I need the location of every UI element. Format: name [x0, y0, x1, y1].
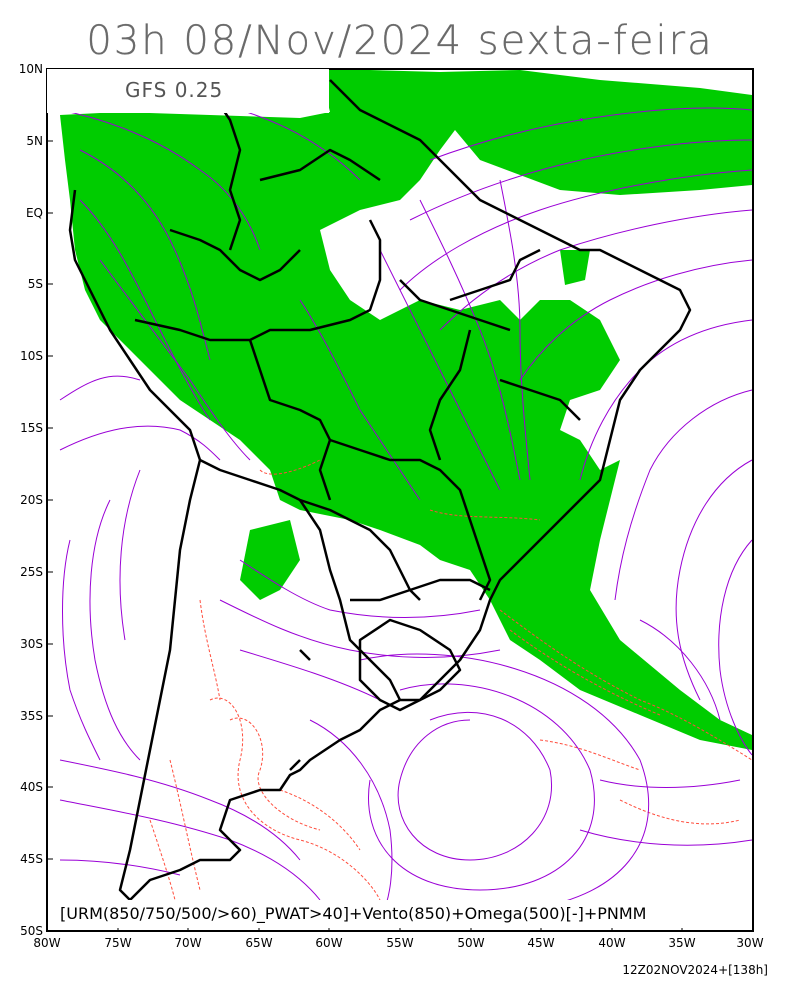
moisture-field	[60, 70, 752, 750]
lon-label: 60W	[315, 936, 342, 950]
lon-label: 30W	[736, 936, 763, 950]
longitude-labels: 80W 75W 70W 65W 60W 55W 50W 45W 40W 35W …	[33, 936, 763, 950]
model-label: GFS 0.25	[125, 78, 224, 102]
lat-label: 40S	[20, 780, 43, 794]
map-title: 03h 08/Nov/2024 sexta-feira	[86, 18, 714, 64]
lat-label: 30S	[20, 637, 43, 651]
lon-label: 45W	[527, 936, 554, 950]
lat-label: EQ	[26, 206, 43, 220]
model-label-box	[47, 69, 329, 113]
lon-label: 55W	[386, 936, 413, 950]
country-borders	[68, 79, 692, 902]
lon-label: 50W	[457, 936, 484, 950]
map-frame	[46, 68, 754, 932]
lon-label: 80W	[33, 936, 60, 950]
lon-label: 70W	[174, 936, 201, 950]
field-caption: [URM(850/750/500/>60)_PWAT>40]+Vento(850…	[48, 900, 752, 928]
lat-label: 45S	[20, 852, 43, 866]
lon-label: 65W	[245, 936, 272, 950]
lat-label: 5S	[28, 277, 43, 291]
lat-label: 15S	[20, 421, 43, 435]
lon-label: 40W	[598, 936, 625, 950]
lat-label: 35S	[20, 709, 43, 723]
lat-label: 50S	[20, 924, 43, 938]
lat-label: 25S	[20, 565, 43, 579]
init-time-label: 12Z02NOV2024+[138h]	[622, 963, 768, 977]
omega-contours	[149, 459, 753, 901]
latitude-labels: 10N 5N EQ 5S 10S 15S 20S 25S 30S 35S 40S…	[19, 62, 43, 938]
lon-label: 35W	[668, 936, 695, 950]
lat-label: 5N	[26, 134, 43, 148]
lat-label: 10N	[19, 62, 43, 76]
lat-label: 20S	[20, 493, 43, 507]
lon-label: 75W	[104, 936, 131, 950]
lat-label: 10S	[20, 349, 43, 363]
